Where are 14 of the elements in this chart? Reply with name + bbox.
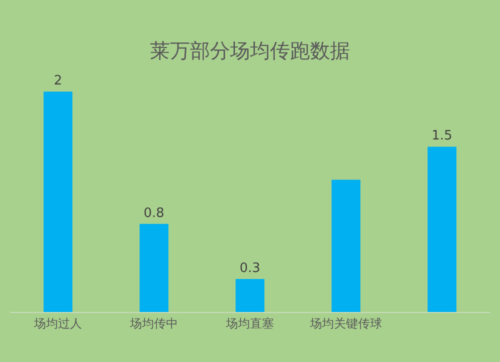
x-tick-label: 场均传中 <box>129 316 178 330</box>
data-label: 0.3 <box>240 260 260 276</box>
x-tick-label: 场均直塞 <box>225 316 274 330</box>
bar <box>140 224 168 312</box>
bar <box>332 180 360 312</box>
chart-title: 莱万部分场均传跑数据 <box>150 38 350 62</box>
data-label: 2 <box>54 74 62 89</box>
bar <box>428 146 456 312</box>
x-tick-label: 场均关键传球 <box>309 316 382 330</box>
data-label: 1.5 <box>432 128 452 144</box>
bar <box>236 278 264 312</box>
bar <box>44 92 72 312</box>
x-tick-label: 场均过人 <box>33 316 82 330</box>
data-label: 0.8 <box>144 206 164 221</box>
